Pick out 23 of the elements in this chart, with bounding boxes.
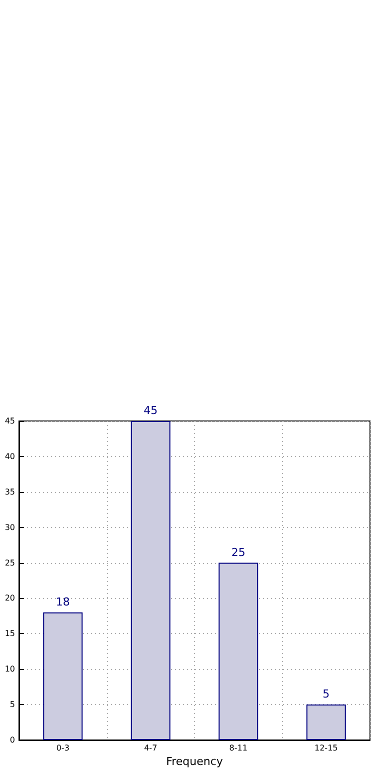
data-label: 5 xyxy=(322,688,330,701)
bar xyxy=(306,704,346,740)
y-tick-label: 20 xyxy=(4,594,15,603)
data-label: 18 xyxy=(56,595,70,608)
bar xyxy=(218,562,258,740)
y-tick-label: 0 xyxy=(10,736,15,744)
bar xyxy=(43,612,83,740)
y-tick-label: 30 xyxy=(4,522,15,532)
y-tick-label: 25 xyxy=(4,558,15,568)
y-tick-label: 10 xyxy=(4,664,15,674)
y-tick-label: 45 xyxy=(4,416,15,426)
x-axis-title: Frequency xyxy=(166,755,224,768)
y-tick-label: 5 xyxy=(10,700,15,710)
bar xyxy=(130,421,170,740)
x-tick-label: 4-7 xyxy=(144,744,158,752)
x-tick-label: 12-15 xyxy=(314,744,338,752)
data-label: 25 xyxy=(231,546,246,559)
y-tick-label: 40 xyxy=(4,452,15,461)
data-label: 45 xyxy=(144,404,158,417)
y-tick-label: 35 xyxy=(4,487,15,496)
y-tick-label: 15 xyxy=(4,629,15,638)
x-tick-label: 8-11 xyxy=(229,744,248,752)
x-tick-label: 0-3 xyxy=(56,744,70,752)
